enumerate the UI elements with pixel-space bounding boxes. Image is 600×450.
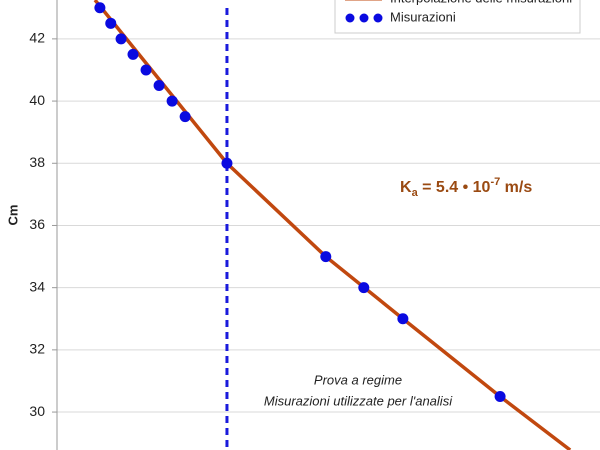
legend-marker [373,13,383,23]
y-tick-label: 42 [29,30,45,46]
y-axis-label: Cm [5,205,20,226]
measurement-point [179,111,191,123]
ka-part: m/s [500,179,532,196]
y-tick-label: 36 [29,216,45,232]
measurement-point [358,282,370,294]
y-tick-label: 40 [29,92,45,108]
ka-part: -7 [490,176,500,188]
measurement-point [397,313,409,325]
measurement-point [153,80,165,92]
legend-marker [359,13,369,23]
measurement-point [115,33,127,45]
measurement-point [494,391,506,403]
y-tick-label: 38 [29,154,45,170]
ka-annotation: Ka = 5.4 • 10-7 m/s [400,176,532,199]
y-tick-label: 34 [29,278,45,294]
measurement-point [320,251,332,263]
measurement-point [94,2,106,14]
legend-label: Interpolazione delle misurazioni [390,0,572,5]
y-tick-label: 30 [29,403,45,419]
measurement-point [105,17,117,29]
measurement-point [140,64,152,76]
ka-part: K [400,179,412,196]
analysis-note: Misurazioni utilizzate per l'analisi [264,393,453,408]
measurement-point [221,157,233,169]
measurement-point [166,95,178,107]
measurement-point [127,48,139,60]
analysis-note: Prova a regime [314,372,402,387]
legend-label: Misurazioni [390,9,456,24]
ka-part: a [412,187,419,199]
y-tick-label: 32 [29,341,45,357]
ka-part: = 5.4 • 10 [418,179,491,196]
legend-marker [345,13,355,23]
